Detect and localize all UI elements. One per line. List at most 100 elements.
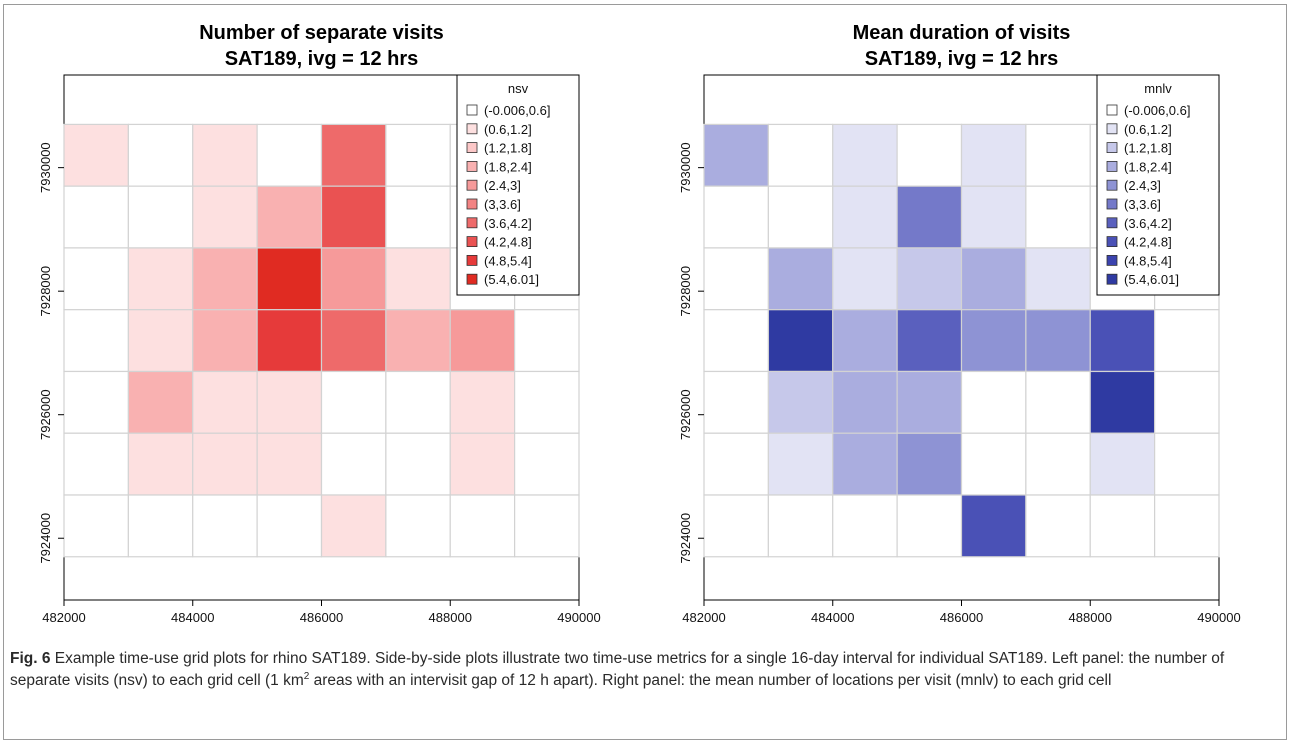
y-tick-label: 7928000	[678, 266, 693, 317]
grid-cell	[1089, 432, 1156, 496]
chart-title: Mean duration of visits	[853, 22, 1071, 44]
legend-swatch	[1106, 179, 1118, 191]
grid-cell	[127, 247, 194, 311]
caption-text-1: Example time-use grid plots for rhino SA…	[10, 650, 1225, 689]
x-tick-label: 490000	[557, 610, 600, 625]
grid-cell	[703, 494, 769, 558]
grid-cell	[514, 309, 580, 373]
legend-entry: (3,3.6]	[484, 197, 521, 212]
grid-cell	[1154, 309, 1220, 373]
x-tick-label: 482000	[682, 610, 725, 625]
grid-cell	[1025, 494, 1091, 558]
legend-swatch	[466, 179, 478, 191]
grid-cell	[192, 185, 258, 249]
legend-swatch	[466, 142, 478, 154]
legend-entry: (2.4,3]	[1124, 178, 1161, 193]
legend-entry: (0.6,1.2]	[484, 122, 532, 137]
x-tick-label: 488000	[1069, 610, 1112, 625]
grid-cell	[832, 309, 898, 373]
grid-cell	[449, 309, 516, 373]
grid-cell	[832, 494, 898, 558]
x-tick-label: 486000	[940, 610, 983, 625]
grid-cell	[896, 432, 963, 496]
grid-cell	[449, 370, 516, 434]
grid-cell	[192, 494, 258, 558]
grid-cell	[960, 494, 1027, 558]
grid-cell	[63, 309, 129, 373]
grid-cell	[960, 432, 1027, 496]
grid-cell	[767, 432, 834, 496]
y-tick-label: 7930000	[38, 142, 53, 193]
legend-swatch	[1106, 160, 1118, 172]
x-tick-label: 490000	[1197, 610, 1240, 625]
legend-entry: (3.6,4.2]	[1124, 216, 1172, 231]
grid-cell	[127, 494, 194, 558]
grid-cell	[1025, 309, 1091, 373]
legend-swatch	[1106, 198, 1118, 210]
grid-cell	[192, 123, 258, 187]
legend-swatch	[466, 198, 478, 210]
grid-cell	[320, 494, 387, 558]
legend-swatch	[466, 104, 478, 116]
legend-title: nsv	[508, 81, 529, 96]
grid-cell	[896, 494, 963, 558]
x-tick-label: 482000	[42, 610, 85, 625]
y-tick-label: 7928000	[38, 266, 53, 317]
grid-cell	[256, 432, 323, 496]
grid-cell	[192, 432, 258, 496]
grid-cell	[960, 123, 1027, 187]
grid-cell	[320, 247, 387, 311]
grid-cell	[514, 494, 580, 558]
legend-entry: (4.8,5.4]	[484, 253, 532, 268]
legend-entry: (4.2,4.8]	[1124, 235, 1172, 250]
grid-cell	[385, 123, 451, 187]
grid-cell	[1025, 247, 1091, 311]
chart-subtitle: SAT189, ivg = 12 hrs	[225, 48, 419, 70]
grid-cell	[385, 185, 451, 249]
grid-cell	[767, 309, 834, 373]
grid-cell	[896, 370, 963, 434]
legend-entry: (0.6,1.2]	[1124, 122, 1172, 137]
figure-frame: Number of separate visits SAT189, ivg = 1…	[3, 4, 1287, 740]
grid-cell	[767, 185, 834, 249]
chart-subtitle: SAT189, ivg = 12 hrs	[865, 48, 1059, 70]
x-tick-label: 484000	[811, 610, 854, 625]
grid-cell	[767, 494, 834, 558]
grid-cell	[385, 247, 451, 311]
grid-cell	[320, 309, 387, 373]
legend-entry: (4.2,4.8]	[484, 235, 532, 250]
legend-swatch	[1106, 254, 1118, 266]
grid-cell	[1025, 432, 1091, 496]
grid-cell	[767, 247, 834, 311]
grid-cell	[832, 432, 898, 496]
grid-cell	[63, 432, 129, 496]
grid-cell	[256, 370, 323, 434]
grid-cell	[385, 370, 451, 434]
x-tick-label: 486000	[300, 610, 343, 625]
grid-cell	[1025, 370, 1091, 434]
grid-cell	[514, 432, 580, 496]
grid-cell	[703, 247, 769, 311]
grid-cell	[1089, 494, 1156, 558]
grid-cell	[63, 370, 129, 434]
grid-cell	[256, 309, 323, 373]
legend-entry: (5.4,6.01]	[484, 272, 539, 287]
grid-cell	[127, 123, 194, 187]
legend-entry: (1.2,1.8]	[1124, 141, 1172, 156]
grid-cell	[63, 185, 129, 249]
legend-swatch	[1106, 104, 1118, 116]
grid-cell	[127, 309, 194, 373]
legend-entry: (1.2,1.8]	[484, 141, 532, 156]
grid-cell	[320, 123, 387, 187]
grid-cell	[832, 185, 898, 249]
grid-cell	[896, 123, 963, 187]
caption-superscript: 2	[303, 670, 310, 682]
legend-swatch	[466, 217, 478, 229]
chart-title: Number of separate visits	[199, 22, 444, 44]
grid-cell	[960, 370, 1027, 434]
grid-cell	[960, 185, 1027, 249]
grid-cell	[960, 309, 1027, 373]
grid-cell	[385, 494, 451, 558]
legend-entry: (2.4,3]	[484, 178, 521, 193]
grid-cell	[703, 185, 769, 249]
